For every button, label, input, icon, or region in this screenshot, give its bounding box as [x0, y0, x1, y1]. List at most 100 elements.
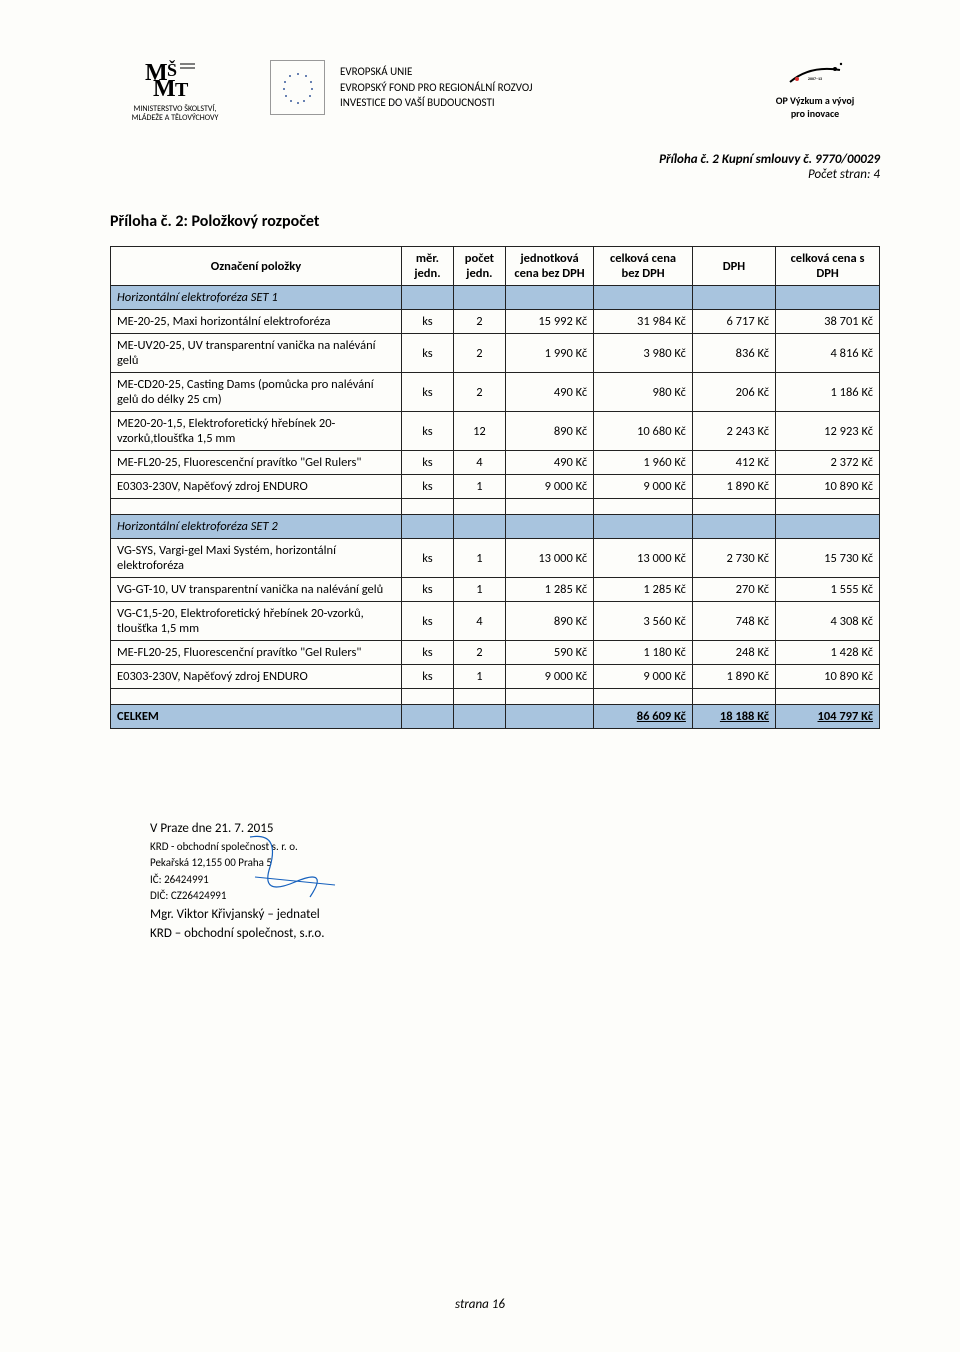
table-cell: 1 — [453, 475, 505, 499]
table-cell — [505, 515, 593, 539]
table-cell — [453, 705, 505, 729]
table-cell: 9 000 Kč — [594, 665, 693, 689]
table-cell — [401, 499, 453, 515]
table-row: ME-UV20-25, UV transparentní vanička na … — [111, 334, 880, 373]
table-cell: 1 186 Kč — [776, 373, 880, 412]
table-cell: 9 000 Kč — [505, 475, 593, 499]
table-cell — [692, 286, 775, 310]
table-cell: ks — [401, 539, 453, 578]
table-cell: 490 Kč — [505, 451, 593, 475]
table-cell — [401, 515, 453, 539]
table-cell: 9 000 Kč — [594, 475, 693, 499]
table-cell: Horizontální elektroforéza SET 2 — [111, 515, 402, 539]
table-cell: E0303-230V, Napěťový zdroj ENDURO — [111, 475, 402, 499]
op-logo: 2007–13 OP Výzkum a vývoj pro inovace — [750, 60, 880, 120]
table-cell: VG-SYS, Vargi-gel Maxi Systém, horizontá… — [111, 539, 402, 578]
op-line2: pro inovace — [750, 107, 880, 120]
table-cell — [505, 689, 593, 705]
sig-date: V Praze dne 21. 7. 2015 — [150, 819, 880, 839]
table-cell: 86 609 Kč — [594, 705, 693, 729]
table-cell — [453, 499, 505, 515]
table-spacer-row — [111, 689, 880, 705]
table-cell: 2 372 Kč — [776, 451, 880, 475]
table-cell: 980 Kč — [594, 373, 693, 412]
table-cell — [776, 689, 880, 705]
eu-text: EVROPSKÁ UNIE EVROPSKÝ FOND PRO REGIONÁL… — [340, 64, 532, 110]
table-cell: 1 990 Kč — [505, 334, 593, 373]
table-cell: 2 730 Kč — [692, 539, 775, 578]
col-qty: počet jedn. — [453, 247, 505, 286]
col-tot: celková cena bez DPH — [594, 247, 693, 286]
table-cell: ME-CD20-25, Casting Dams (pomůcka pro na… — [111, 373, 402, 412]
table-cell: 2 — [453, 334, 505, 373]
table-cell: ks — [401, 451, 453, 475]
table-cell: VG-C1,5-20, Elektroforetický hřebínek 20… — [111, 602, 402, 641]
table-cell: 1 428 Kč — [776, 641, 880, 665]
op-line1: OP Výzkum a vývoj — [750, 94, 880, 107]
table-row: ME-FL20-25, Fluorescenční pravítko "Gel … — [111, 451, 880, 475]
table-cell: ME-UV20-25, UV transparentní vanička na … — [111, 334, 402, 373]
svg-text:2007–13: 2007–13 — [808, 77, 822, 82]
eu-line3: INVESTICE DO VAŠÍ BUDOUCNOSTI — [340, 95, 532, 110]
table-cell: 18 188 Kč — [692, 705, 775, 729]
table-cell: 2 — [453, 310, 505, 334]
table-cell: 4 — [453, 602, 505, 641]
table-cell — [594, 689, 693, 705]
table-cell: ME-FL20-25, Fluorescenční pravítko "Gel … — [111, 641, 402, 665]
table-cell: CELKEM — [111, 705, 402, 729]
table-cell: 13 000 Kč — [505, 539, 593, 578]
table-cell — [594, 499, 693, 515]
table-cell: 412 Kč — [692, 451, 775, 475]
table-cell: 2 — [453, 641, 505, 665]
table-cell: 1 — [453, 539, 505, 578]
col-vat: DPH — [692, 247, 775, 286]
table-cell: 248 Kč — [692, 641, 775, 665]
table-cell — [401, 689, 453, 705]
eu-line2: EVROPSKÝ FOND PRO REGIONÁLNÍ ROZVOJ — [340, 80, 532, 95]
table-cell — [111, 499, 402, 515]
svg-text:T: T — [175, 79, 189, 98]
svg-text:M: M — [153, 76, 175, 98]
table-cell: E0303-230V, Napěťový zdroj ENDURO — [111, 665, 402, 689]
page-footer: strana 16 — [0, 1297, 960, 1312]
table-cell: 1 960 Kč — [594, 451, 693, 475]
table-cell: 9 000 Kč — [505, 665, 593, 689]
meta-line1: Příloha č. 2 Kupní smlouvy č. 9770/00029 — [110, 152, 880, 167]
sig-s3: IČ: 26424991 — [150, 872, 880, 889]
table-cell: 1 890 Kč — [692, 665, 775, 689]
sig-s1: KRD - obchodní společnost s. r. o. — [150, 839, 880, 856]
op-swoosh-icon: 2007–13 — [785, 60, 845, 90]
table-cell: ks — [401, 412, 453, 451]
table-cell: 4 308 Kč — [776, 602, 880, 641]
table-cell — [111, 689, 402, 705]
table-row: E0303-230V, Napěťový zdroj ENDUROks19 00… — [111, 665, 880, 689]
table-cell: ks — [401, 641, 453, 665]
table-cell: 6 717 Kč — [692, 310, 775, 334]
table-cell: 12 923 Kč — [776, 412, 880, 451]
eu-logo-block: EVROPSKÁ UNIE EVROPSKÝ FOND PRO REGIONÁL… — [270, 60, 532, 115]
table-cell: 890 Kč — [505, 602, 593, 641]
table-row: VG-SYS, Vargi-gel Maxi Systém, horizontá… — [111, 539, 880, 578]
table-cell: VG-GT-10, UV transparentní vanička na na… — [111, 578, 402, 602]
table-cell: 1 890 Kč — [692, 475, 775, 499]
table-cell: 2 — [453, 373, 505, 412]
table-cell — [453, 286, 505, 310]
table-cell — [401, 286, 453, 310]
table-cell: ks — [401, 665, 453, 689]
table-cell: 1 555 Kč — [776, 578, 880, 602]
table-cell: ks — [401, 602, 453, 641]
table-cell — [401, 705, 453, 729]
table-cell — [692, 499, 775, 515]
eu-line1: EVROPSKÁ UNIE — [340, 64, 532, 79]
table-cell: 12 — [453, 412, 505, 451]
table-cell — [505, 705, 593, 729]
page: M Š M T MINISTERSTVO ŠKOLSTVÍ, MLÁDEŽE A… — [0, 0, 960, 1352]
table-cell: 890 Kč — [505, 412, 593, 451]
table-cell — [453, 515, 505, 539]
table-row: ME-FL20-25, Fluorescenční pravítko "Gel … — [111, 641, 880, 665]
table-cell: ks — [401, 475, 453, 499]
table-row: ME-CD20-25, Casting Dams (pomůcka pro na… — [111, 373, 880, 412]
table-cell — [692, 689, 775, 705]
table-cell: 1 285 Kč — [594, 578, 693, 602]
table-cell: ME-FL20-25, Fluorescenční pravítko "Gel … — [111, 451, 402, 475]
